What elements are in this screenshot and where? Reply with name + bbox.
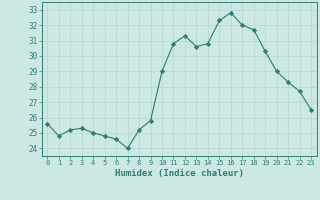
X-axis label: Humidex (Indice chaleur): Humidex (Indice chaleur) bbox=[115, 169, 244, 178]
